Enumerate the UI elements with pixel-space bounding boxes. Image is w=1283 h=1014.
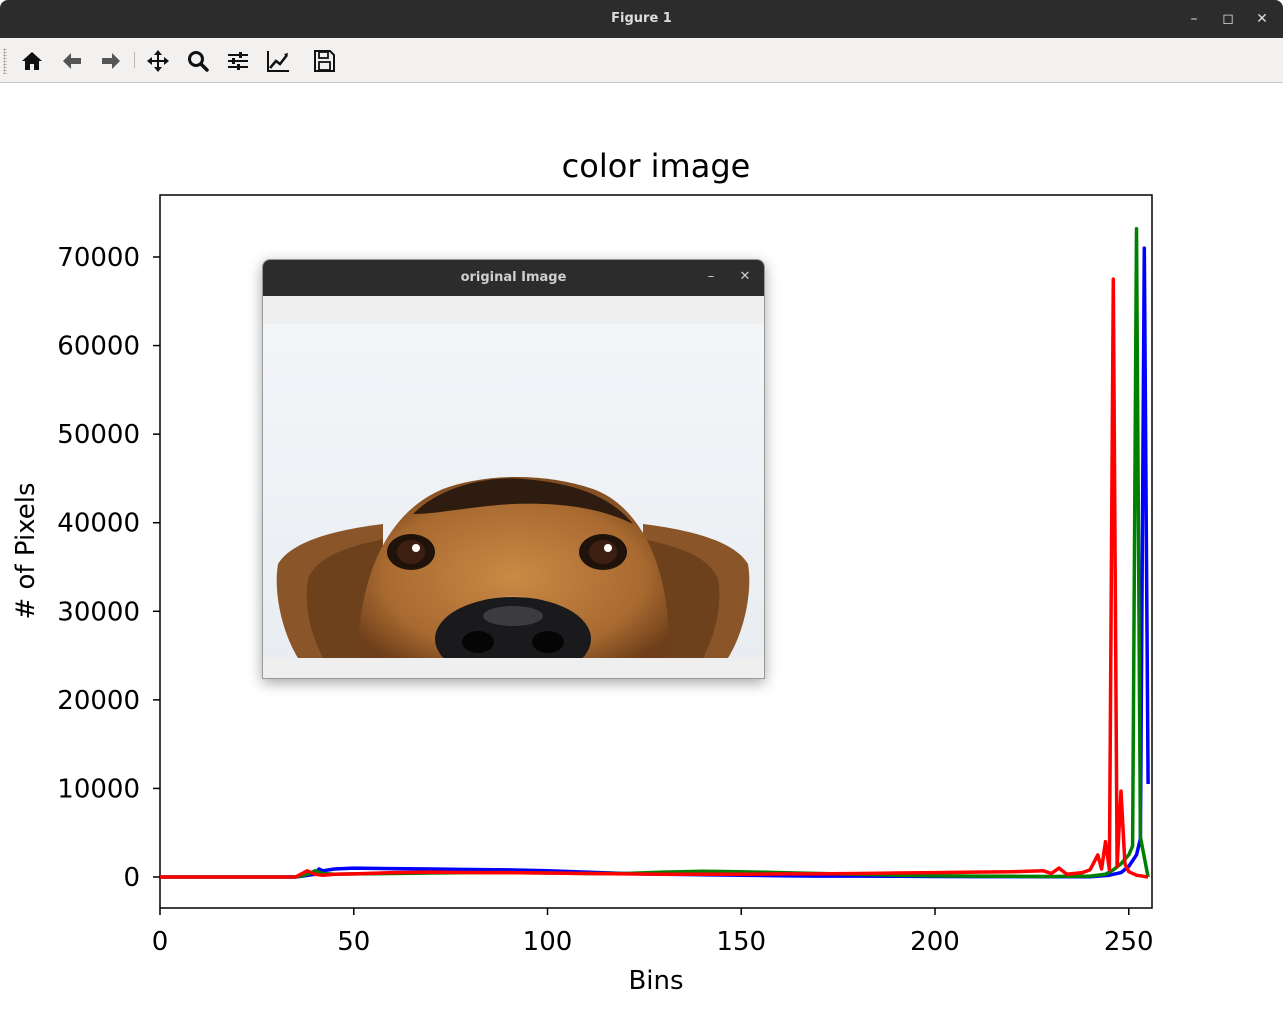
x-tick-label: 100 xyxy=(523,927,573,957)
maximize-button[interactable]: ◻ xyxy=(1222,11,1234,27)
popup-close-button[interactable]: ✕ xyxy=(739,269,751,284)
x-tick-label: 150 xyxy=(716,927,766,957)
x-axis-label: Bins xyxy=(628,966,683,996)
original-image-window[interactable]: original Image – ✕ xyxy=(262,259,765,679)
toolbar-grip-icon[interactable] xyxy=(3,48,7,74)
configure-subplots-icon[interactable] xyxy=(225,48,251,74)
navigation-toolbar xyxy=(0,38,1283,83)
back-icon[interactable] xyxy=(59,48,85,74)
y-axis-label: # of Pixels xyxy=(11,482,41,619)
popup-titlebar[interactable]: original Image – ✕ xyxy=(263,260,764,296)
toolbar-separator xyxy=(134,52,135,68)
y-tick-label: 40000 xyxy=(57,509,140,539)
popup-title: original Image xyxy=(460,270,567,285)
y-tick-label: 60000 xyxy=(57,332,140,362)
x-tick-label: 0 xyxy=(152,927,169,957)
popup-minimize-button[interactable]: – xyxy=(707,269,715,284)
pan-icon[interactable] xyxy=(145,48,171,74)
y-tick-label: 70000 xyxy=(57,243,140,273)
window-titlebar[interactable]: Figure 1 – ◻ ✕ xyxy=(0,0,1283,38)
zoom-icon[interactable] xyxy=(185,48,211,74)
dog-photo xyxy=(263,324,764,658)
x-tick-label: 50 xyxy=(337,927,370,957)
figure-canvas[interactable]: color image 0 10000 20000 30000 40000 50000 60… xyxy=(0,83,1283,1010)
chart-title: color image xyxy=(562,147,751,185)
x-tick-label: 250 xyxy=(1104,927,1154,957)
y-tick-label: 0 xyxy=(123,863,140,893)
save-icon[interactable] xyxy=(311,48,337,74)
minimize-button[interactable]: – xyxy=(1190,11,1198,27)
close-button[interactable]: ✕ xyxy=(1256,11,1268,27)
x-tick-label: 200 xyxy=(910,927,960,957)
y-tick-label: 10000 xyxy=(57,774,140,804)
forward-icon[interactable] xyxy=(98,48,124,74)
y-tick-label: 30000 xyxy=(57,597,140,627)
home-icon[interactable] xyxy=(19,48,45,74)
y-tick-label: 20000 xyxy=(57,686,140,716)
window-title: Figure 1 xyxy=(611,11,672,26)
y-tick-label: 50000 xyxy=(57,420,140,450)
edit-axis-icon[interactable] xyxy=(265,48,291,74)
red-series-line xyxy=(160,277,1149,879)
